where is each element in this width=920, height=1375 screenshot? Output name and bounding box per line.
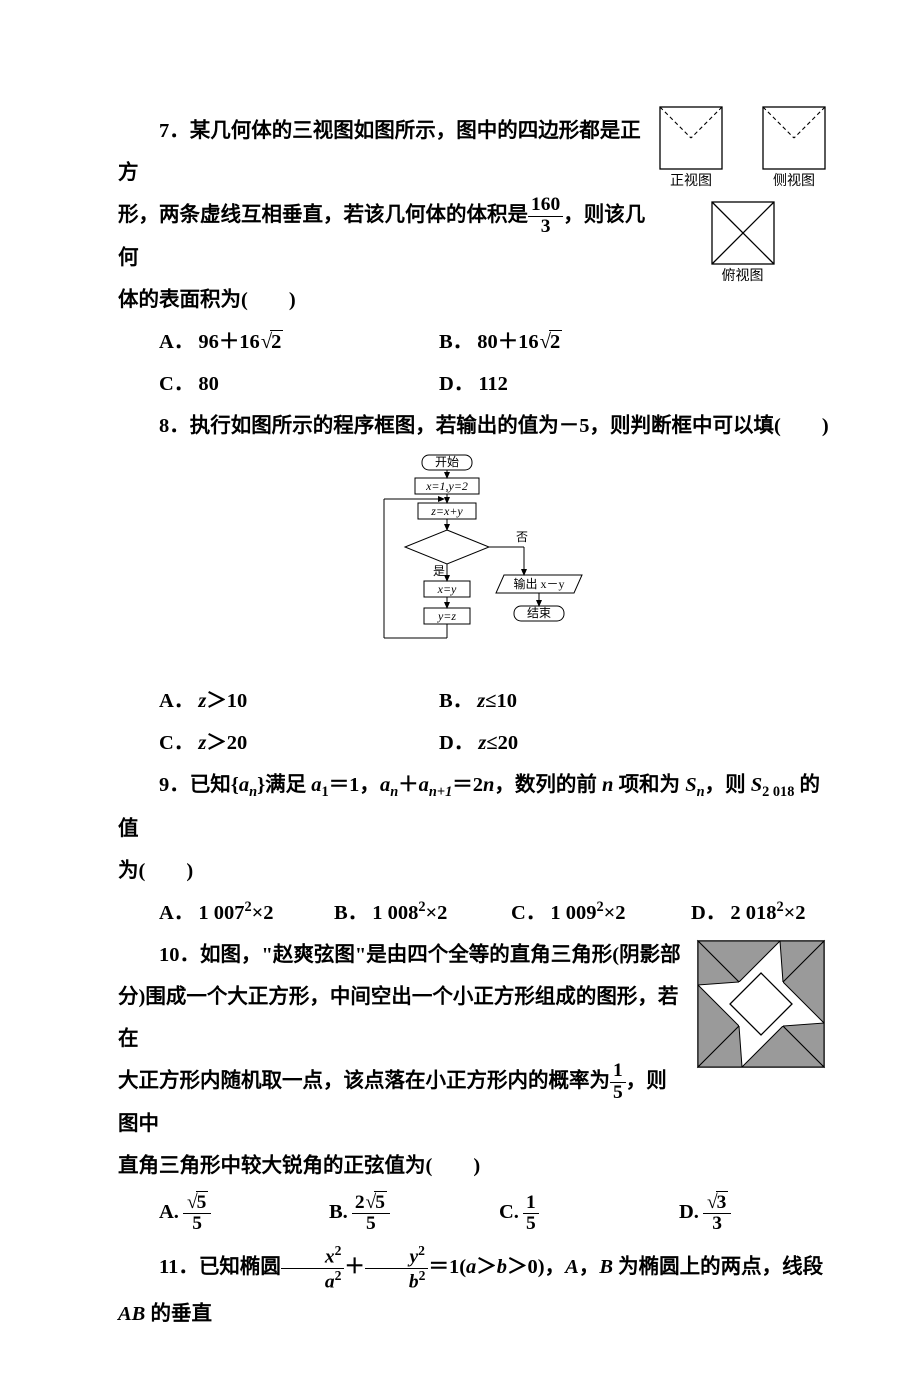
side-view-cell: 侧视图 [758, 102, 830, 189]
q10-C: C.15 [499, 1191, 679, 1234]
q8-choices-row1: A．z＞10 B．z≤10 [159, 680, 830, 722]
top-view-cell: 俯视图 [707, 197, 779, 284]
q8-B: B．z≤10 [439, 680, 517, 722]
flow-out: 输出 x－y [513, 576, 564, 591]
q7-choices-row1: A．96＋162 B．80＋162 [159, 321, 830, 363]
frac-x2-a2: x2a2 [281, 1244, 345, 1293]
front-view-label: 正视图 [655, 174, 727, 189]
zx-svg [695, 938, 827, 1070]
q8-num: 8 [159, 415, 169, 437]
q7-line3: 体的表面积为( ) [118, 279, 830, 321]
q9-D: D．2 0182×2 [691, 892, 806, 934]
frac-1-5: 15 [610, 1061, 626, 1103]
flowchart: 开始 x=1,y=2 z=x+y 是 否 输出 x－y 结束 x=y y=z [118, 453, 830, 676]
side-view-svg [758, 102, 830, 174]
q7-C: C．80 [159, 363, 439, 405]
q11-line1: 11．已知椭圆x2a2＋y2b2＝1(a＞b＞0)，A，B 为椭圆上的两点，线段… [118, 1244, 830, 1335]
flow-u2: y=z [437, 609, 456, 623]
sqrt-icon: 2 [539, 321, 563, 363]
flowchart-svg: 开始 x=1,y=2 z=x+y 是 否 输出 x－y 结束 x=y y=z [344, 453, 604, 661]
q10-A: A.55 [159, 1191, 329, 1234]
flow-u1: x=y [437, 582, 457, 596]
flow-end: 结束 [527, 606, 551, 620]
q11-num: 11 [159, 1257, 178, 1279]
flow-init: x=1,y=2 [425, 479, 468, 493]
q9-line1: 9．已知{an}满足 a1＝1，an＋an+1＝2n，数列的前 n 项和为 Sn… [118, 764, 830, 850]
q9-C: C．1 0092×2 [511, 892, 691, 934]
top-view-svg [707, 197, 779, 269]
q10-D: D.33 [679, 1191, 731, 1234]
q9-choices: A．1 0072×2 B．1 0082×2 C．1 0092×2 D．2 018… [159, 892, 830, 934]
q7-D: D．112 [439, 363, 508, 405]
q7-B: B．80＋162 [439, 321, 562, 363]
q9-line2: 为( ) [118, 850, 830, 892]
frac-160-3: 1603 [528, 195, 563, 237]
q9-B: B．1 0082×2 [334, 892, 511, 934]
q10-B: B.255 [329, 1191, 499, 1234]
q10-choices: A.55 B.255 C.15 D.33 [159, 1191, 830, 1234]
sqrt-icon: 2 [260, 321, 284, 363]
frac-y2-b2: y2b2 [365, 1244, 429, 1293]
q8-choices-row2: C．z＞20 D．z≤20 [159, 722, 830, 764]
side-view-label: 侧视图 [758, 174, 830, 189]
front-view-cell: 正视图 [655, 102, 727, 189]
flow-no: 否 [516, 530, 528, 544]
q8-D: D．z≤20 [439, 722, 518, 764]
q8-C: C．z＞20 [159, 722, 439, 764]
q8-text: 8．执行如图所示的程序框图，若输出的值为－5，则判断框中可以填( ) [118, 405, 830, 447]
front-view-svg [655, 102, 727, 174]
q7-views: 正视图 侧视图 俯视图 [655, 102, 830, 285]
flow-yes: 是 [433, 564, 445, 578]
q9-num: 9 [159, 774, 169, 796]
top-view-label: 俯视图 [707, 269, 779, 284]
q7-num: 7 [159, 120, 169, 142]
q9-A: A．1 0072×2 [159, 892, 334, 934]
flow-s1: z=x+y [430, 504, 463, 518]
q10-num: 10 [159, 944, 180, 966]
zhao-shuang-figure [695, 938, 830, 1085]
q7-A: A．96＋162 [159, 321, 439, 363]
q8-A: A．z＞10 [159, 680, 439, 722]
q7-choices-row2: C．80 D．112 [159, 363, 830, 405]
q10-line4: 直角三角形中较大锐角的正弦值为( ) [118, 1145, 830, 1187]
flow-start: 开始 [435, 455, 459, 469]
